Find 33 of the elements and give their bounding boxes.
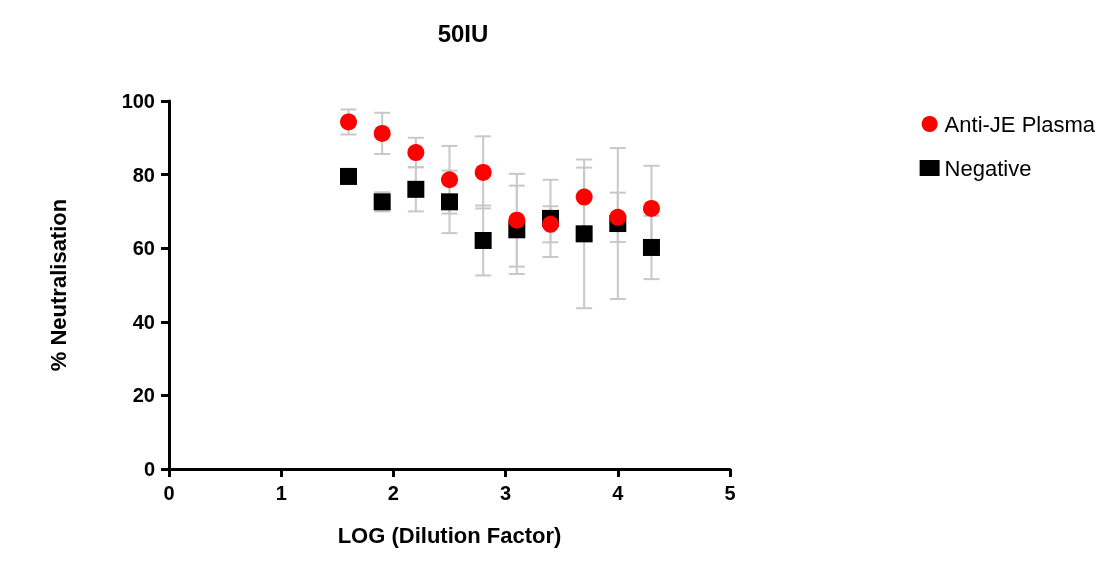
y-tick-label: 60 (132, 237, 155, 260)
point (407, 180, 425, 198)
y-tick-label: 20 (132, 384, 155, 407)
point (340, 113, 358, 131)
chart-title: 50IU (437, 19, 489, 47)
point (407, 144, 425, 162)
point (542, 215, 559, 233)
point (441, 193, 458, 211)
point (575, 225, 593, 243)
y-tick-label: 40 (132, 310, 155, 333)
x-tick-label: 2 (387, 482, 399, 504)
point (575, 188, 593, 206)
point (474, 163, 492, 181)
legend-label: Negative (944, 155, 1032, 181)
point (373, 124, 391, 142)
point (441, 171, 458, 189)
point (508, 211, 526, 229)
point (642, 238, 660, 256)
x-tick-label: 1 (275, 482, 287, 504)
legend-label: Anti-JE Plasma (944, 111, 1096, 137)
y-tick-label: 100 (121, 90, 155, 112)
x-tick-label: 5 (724, 482, 736, 504)
point (340, 167, 358, 185)
x-tick-label: 4 (612, 482, 625, 504)
point (474, 231, 492, 249)
x-tick-label: 3 (500, 482, 512, 504)
point (642, 199, 660, 217)
y-axis-title: % Neutralisation (45, 198, 71, 372)
x-tick-label: 0 (163, 482, 175, 504)
y-tick-label: 80 (132, 163, 155, 186)
y-tick-label: 0 (143, 458, 155, 480)
point (609, 208, 627, 226)
x-axis-title: LOG (Dilution Factor) (337, 522, 562, 548)
